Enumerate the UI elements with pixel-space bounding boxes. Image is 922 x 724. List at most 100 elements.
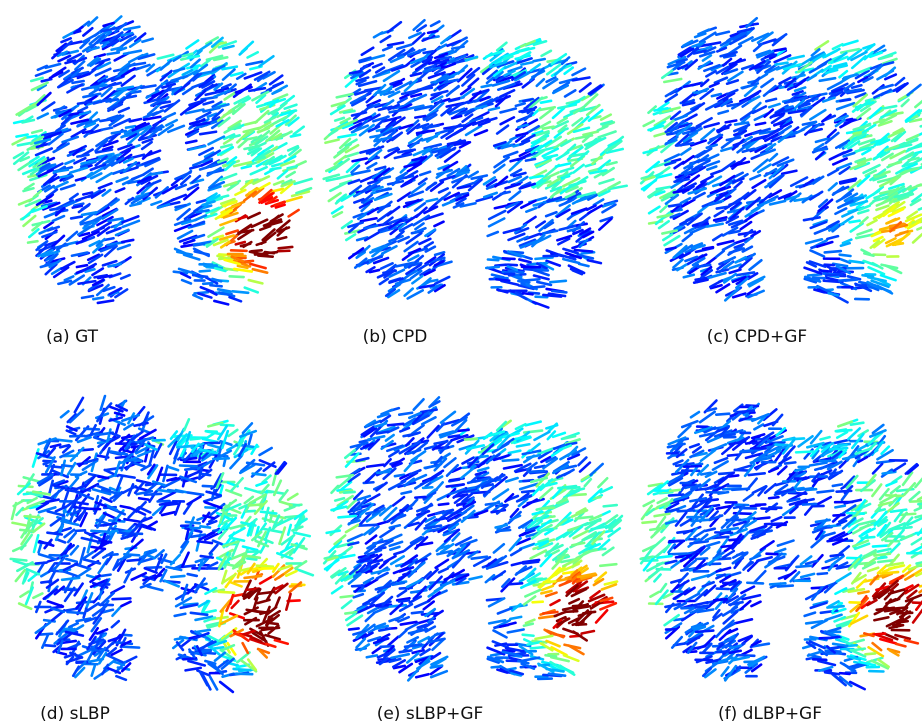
vector-glyph	[186, 141, 196, 143]
vector-glyph	[51, 445, 60, 447]
vector-glyph	[754, 425, 763, 430]
vector-glyph	[468, 480, 480, 483]
vector-glyph	[220, 219, 236, 225]
vector-glyph	[188, 661, 204, 665]
vector-glyph	[891, 544, 900, 553]
vector-glyph	[344, 111, 355, 113]
vector-glyph	[171, 478, 180, 480]
vector-glyph	[663, 234, 672, 240]
vector-glyph	[344, 492, 355, 493]
vector-glyph	[236, 242, 245, 244]
vector-glyph	[231, 250, 246, 251]
vector-glyph	[65, 160, 73, 163]
vector-glyph	[431, 21, 439, 25]
vector-glyph	[142, 39, 152, 42]
vector-glyph	[900, 514, 915, 515]
vector-glyph	[877, 201, 888, 206]
vector-glyph	[541, 101, 551, 103]
vector-glyph	[388, 42, 403, 45]
vector-glyph	[292, 527, 302, 531]
vector-glyph	[210, 285, 221, 286]
vector-glyph	[57, 539, 66, 542]
vector-glyph	[48, 601, 63, 606]
vector-glyph	[42, 102, 54, 110]
vector-glyph	[171, 555, 180, 564]
vector-glyph	[65, 276, 73, 280]
vector-glyph	[415, 497, 425, 498]
vector-glyph	[707, 224, 723, 227]
vector-glyph	[521, 62, 532, 64]
vector-glyph	[531, 286, 544, 287]
vector-glyph	[213, 458, 229, 459]
vector-glyph	[752, 138, 763, 141]
vector-glyph	[461, 468, 473, 478]
vector-glyph	[531, 647, 546, 648]
vector-glyph	[599, 131, 616, 137]
vector-glyph	[425, 144, 441, 148]
vector-glyph	[428, 31, 437, 33]
vector-glyph	[478, 468, 488, 471]
vector-glyph	[390, 109, 407, 112]
vector-glyph	[512, 563, 522, 565]
vector-glyph	[552, 291, 566, 292]
vector-glyph	[73, 206, 82, 208]
vector-glyph	[83, 28, 92, 35]
vector-glyph	[452, 47, 463, 49]
vector-glyph	[64, 571, 77, 576]
vector-glyph	[380, 528, 393, 537]
vector-glyph	[203, 439, 217, 442]
vector-glyph	[109, 520, 124, 521]
vector-glyph	[475, 130, 487, 135]
vector-glyph	[829, 183, 837, 190]
vector-glyph	[69, 623, 77, 627]
vector-glyph	[124, 51, 141, 54]
vector-glyph	[756, 123, 765, 125]
vector-panel	[641, 401, 922, 690]
vector-glyph	[588, 260, 601, 263]
vector-glyph	[251, 250, 262, 251]
vector-glyph	[73, 81, 84, 83]
vector-glyph	[840, 673, 850, 674]
vector-glyph	[399, 600, 409, 601]
vector-glyph	[751, 602, 760, 606]
vector-glyph	[367, 655, 377, 657]
vector-glyph	[495, 265, 506, 266]
vector-glyph	[209, 137, 224, 145]
vector-glyph	[127, 96, 136, 98]
vector-glyph	[804, 217, 820, 220]
vector-glyph	[285, 507, 295, 511]
vector-glyph	[246, 62, 262, 65]
vector-glyph	[416, 674, 428, 677]
vector-glyph	[77, 155, 88, 157]
vector-glyph	[117, 178, 128, 182]
vector-glyph	[600, 564, 616, 566]
vector-glyph	[386, 435, 394, 441]
vector-glyph	[66, 559, 76, 562]
vector-glyph	[591, 464, 603, 475]
vector-glyph	[395, 154, 411, 158]
vector-glyph	[20, 530, 34, 531]
vector-glyph	[850, 261, 864, 263]
vector-glyph	[258, 600, 270, 603]
vector-glyph	[330, 183, 345, 191]
vector-glyph	[122, 647, 139, 648]
vector-glyph	[769, 497, 778, 498]
vector-glyph	[601, 115, 611, 120]
vector-glyph	[839, 279, 856, 280]
vector-glyph	[775, 34, 787, 42]
vector-glyph	[50, 481, 53, 493]
vector-glyph	[253, 269, 267, 272]
vector-glyph	[239, 670, 253, 671]
vector-glyph	[191, 535, 205, 537]
vector-glyph	[399, 630, 406, 637]
vector-glyph	[820, 270, 831, 271]
vector-glyph	[423, 487, 432, 488]
vector-glyph	[220, 486, 223, 495]
vector-glyph	[881, 55, 892, 58]
vector-glyph	[134, 407, 144, 420]
vector-glyph	[119, 108, 129, 112]
vector-glyph	[121, 602, 130, 606]
vector-panel	[324, 20, 627, 307]
vector-glyph	[211, 647, 223, 649]
vector-glyph	[12, 523, 25, 526]
